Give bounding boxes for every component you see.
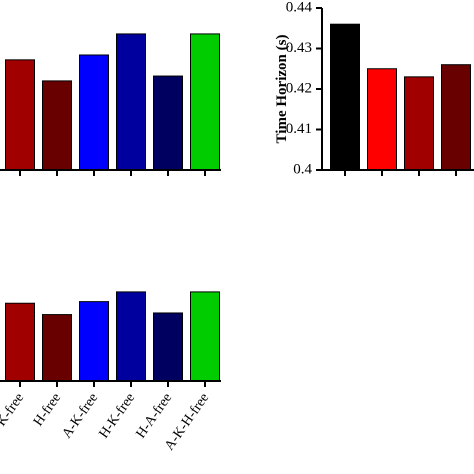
x-tick-label: A-K-free <box>60 391 102 442</box>
bar <box>190 291 220 382</box>
bar <box>404 76 434 171</box>
bar <box>5 302 35 382</box>
panel <box>0 33 221 176</box>
bar <box>153 312 183 382</box>
bar <box>42 80 72 171</box>
y-tick-label: 0.44 <box>286 0 313 15</box>
bar <box>116 291 146 382</box>
bar <box>79 301 109 382</box>
bar <box>441 64 471 171</box>
bar <box>367 68 397 171</box>
y-axis-label: Time Horizon (s) <box>274 35 290 144</box>
panel: K-free H-freeA-K-freeH-K-freeH-A-freeA-K-… <box>0 291 221 453</box>
bar <box>5 59 35 171</box>
x-tick-label: K-free <box>0 391 27 430</box>
panel: 0.4 0.41 0.42 0.43 0.44 Time Horizon (s) <box>274 0 474 177</box>
bar <box>153 75 183 171</box>
bar <box>330 23 360 171</box>
bar <box>79 54 109 171</box>
bar <box>116 33 146 171</box>
x-tick-label: H-free <box>31 391 64 430</box>
y-tick-label: 0.41 <box>286 121 312 137</box>
bar <box>190 33 220 171</box>
y-tick-label: 0.43 <box>286 40 312 56</box>
x-tick-label: H-K-free <box>97 391 139 442</box>
bar <box>42 314 72 382</box>
y-tick-label: 0.42 <box>286 80 312 96</box>
y-tick-label: 0.4 <box>293 161 312 177</box>
